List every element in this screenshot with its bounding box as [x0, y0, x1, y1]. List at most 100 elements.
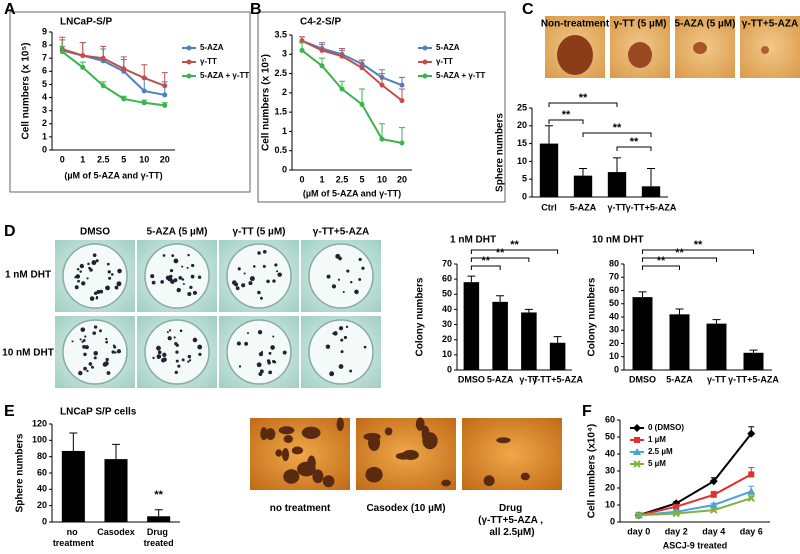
- y-tick-label: 60: [609, 285, 619, 295]
- y-tick-label: 25: [517, 102, 527, 112]
- colony: [236, 341, 241, 346]
- significance-label: **: [510, 239, 519, 251]
- colony: [325, 344, 331, 349]
- colony: [84, 345, 89, 350]
- x-tick-label: DMSO: [629, 374, 656, 384]
- colony: [262, 264, 266, 268]
- x-tick-label: γ-TT: [608, 202, 628, 212]
- colony: [88, 362, 93, 366]
- y-tick-label: 2: [42, 118, 47, 128]
- data-point: [162, 83, 168, 89]
- row-header: 1 nM DHT: [5, 270, 51, 281]
- data-point: [399, 82, 405, 88]
- y-tick-label: 30: [605, 465, 615, 475]
- y-tick-label: 9: [42, 26, 47, 36]
- colony: [258, 352, 264, 357]
- colony: [162, 254, 166, 257]
- colony: [152, 356, 155, 360]
- significance-label: **: [657, 255, 666, 267]
- colony: [114, 351, 117, 354]
- chart-title: 1 nM DHT: [450, 235, 496, 246]
- colony: [261, 350, 264, 354]
- data-point: [339, 53, 345, 59]
- colony: [282, 350, 287, 355]
- error-bar: [675, 308, 684, 315]
- data-point: [747, 494, 755, 502]
- colony: [174, 370, 178, 375]
- colony: [82, 338, 86, 342]
- colony: [81, 281, 86, 286]
- data-point: [399, 98, 405, 104]
- x-tick-label: day 0: [627, 526, 650, 536]
- colony: [342, 290, 345, 294]
- colony: [92, 253, 97, 258]
- sphere: [557, 35, 593, 75]
- legend-marker: [186, 45, 192, 51]
- legend-label: 2.5 µM: [648, 447, 673, 456]
- colony: [272, 279, 276, 283]
- significance-bracket: [470, 257, 530, 262]
- x-axis-label: ASCJ-9 treated: [663, 540, 728, 550]
- legend-marker: [186, 73, 192, 79]
- colony: [77, 279, 80, 283]
- colony: [181, 265, 184, 268]
- colony: [173, 278, 178, 283]
- data-point: [339, 86, 345, 92]
- colony: [169, 269, 174, 273]
- colony: [274, 263, 278, 267]
- colony: [190, 274, 195, 279]
- colony: [268, 370, 273, 375]
- y-tick-label: 50: [442, 289, 452, 299]
- row-header: 10 nM DHT: [2, 348, 54, 359]
- data-point: [299, 38, 305, 44]
- colony: [116, 349, 122, 354]
- colony: [186, 266, 189, 269]
- data-point: [319, 47, 325, 53]
- significance-bracket: [470, 265, 501, 270]
- significance-bracket: [642, 249, 754, 254]
- bar: [521, 312, 537, 370]
- sphere: [322, 475, 335, 488]
- y-tick-label: 30: [609, 325, 619, 335]
- data-point: [747, 487, 756, 495]
- x-tick-label: no treatment: [53, 527, 94, 548]
- significance-label: **: [613, 122, 622, 134]
- y-axis-label: Colony numbers: [415, 277, 426, 356]
- colony: [156, 354, 162, 359]
- significance-bracket: [548, 102, 618, 107]
- sphere: [441, 479, 451, 487]
- y-tick-label: 0: [42, 144, 47, 154]
- error-bar: [399, 127, 405, 143]
- colony: [178, 276, 183, 280]
- colony: [262, 249, 267, 254]
- colony: [272, 335, 275, 338]
- colony: [187, 291, 192, 297]
- x-tick-label: 2.5: [97, 154, 110, 164]
- error-bar: [359, 88, 365, 105]
- sphere: [260, 427, 268, 441]
- sphere: [296, 461, 316, 477]
- data-point: [141, 88, 147, 94]
- colony: [95, 297, 99, 300]
- data-point: [319, 63, 325, 69]
- sphere: [281, 448, 290, 462]
- data-point: [673, 503, 680, 510]
- chart-title: LNCaP-S/P: [60, 17, 113, 28]
- colony: [333, 331, 338, 336]
- sphere: [291, 446, 304, 455]
- y-tick-label: 20: [517, 120, 527, 130]
- colony: [259, 296, 263, 300]
- x-tick-label: 5-AZA: [487, 374, 514, 384]
- data-point: [359, 65, 365, 71]
- colony: [335, 253, 341, 259]
- chart-title: C4-2-S/P: [300, 17, 341, 28]
- colony: [275, 270, 279, 273]
- colony: [257, 251, 261, 255]
- colony: [358, 257, 362, 262]
- colony: [238, 365, 242, 368]
- y-tick-label: 0: [282, 164, 287, 174]
- bar: [573, 175, 593, 197]
- colony: [179, 329, 183, 333]
- colony: [268, 351, 272, 355]
- colony: [95, 259, 99, 263]
